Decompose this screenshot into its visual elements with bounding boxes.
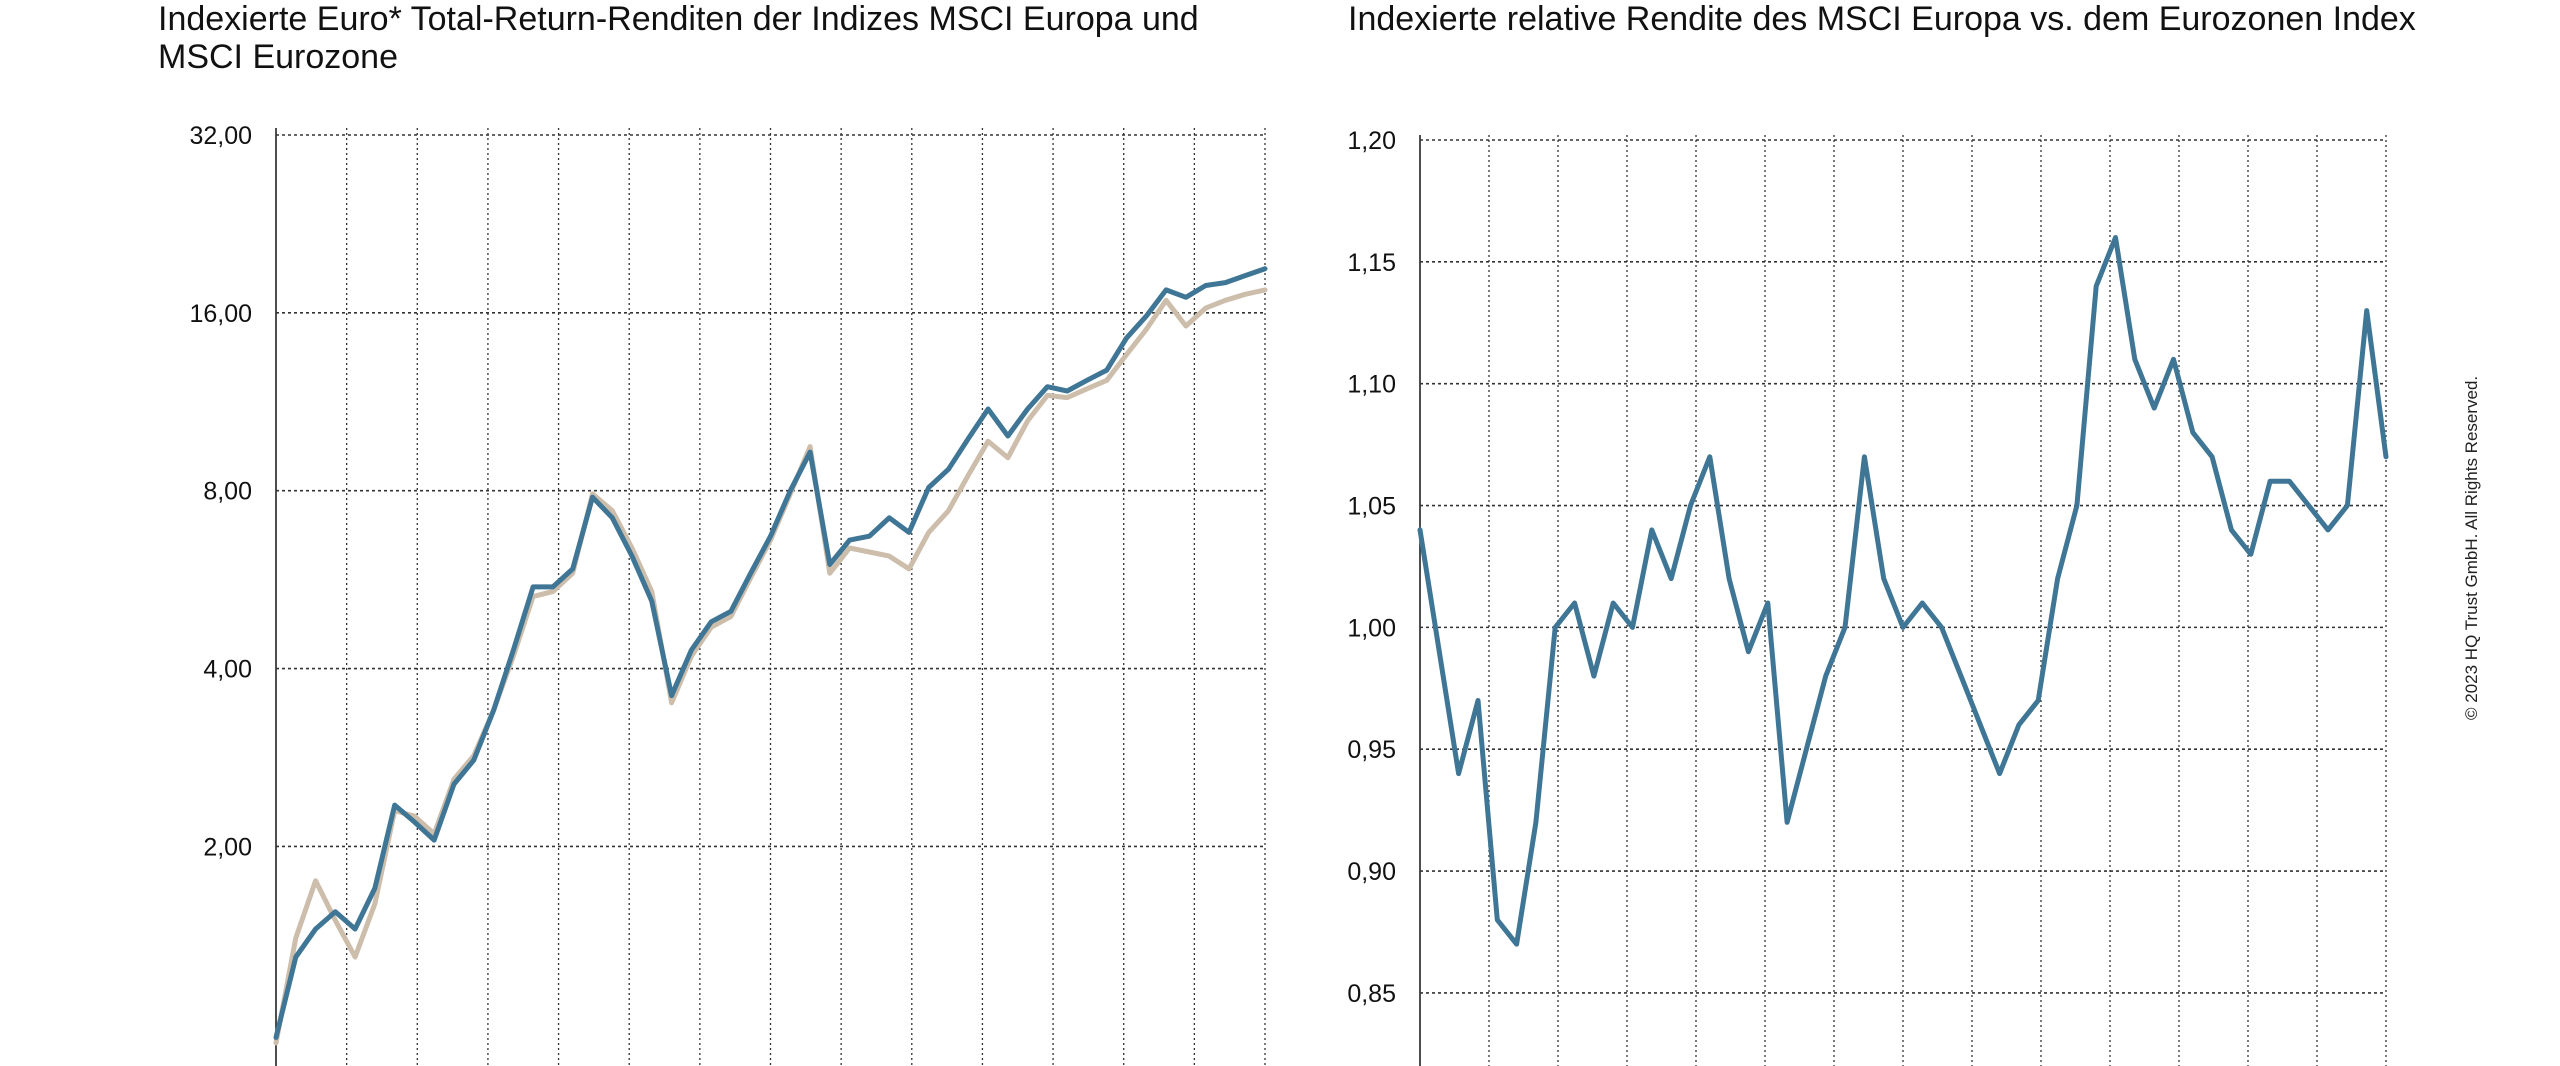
chart-relative-return: 0,85 0,90 0,95 1,00 1,05 1,10 1,15 1,20 — [1347, 127, 2389, 1066]
y-tick-label: 0,95 — [1347, 736, 1396, 764]
series-line-relative-return — [1417, 235, 2389, 947]
chart-msci-europa-eurozone: 2,00 4,00 8,00 16,00 32,00 — [189, 122, 1268, 1066]
y-tick-label: 8,00 — [203, 478, 252, 506]
y-tick-label: 0,85 — [1347, 980, 1396, 1008]
y-tick-label: 2,00 — [203, 833, 252, 861]
y-tick-label: 0,90 — [1347, 858, 1396, 886]
series-line-msci-europa — [273, 266, 1268, 1040]
chart-title-left: Indexierte Euro* Total-Return-Renditen d… — [158, 0, 1199, 76]
chart-title-right: Indexierte relative Rendite des MSCI Eur… — [1348, 0, 2416, 38]
y-tick-label: 1,15 — [1347, 249, 1396, 277]
y-tick-label: 32,00 — [189, 122, 252, 150]
y-tick-label: 1,20 — [1347, 127, 1396, 155]
y-tick-label: 1,05 — [1347, 493, 1396, 521]
y-tick-label: 1,00 — [1347, 614, 1396, 642]
y-tick-label: 16,00 — [189, 300, 252, 328]
copyright-note: © 2023 HQ Trust GmbH. All Rights Reserve… — [2462, 375, 2481, 720]
y-tick-label: 1,10 — [1347, 371, 1396, 399]
y-tick-label: 4,00 — [203, 656, 252, 684]
